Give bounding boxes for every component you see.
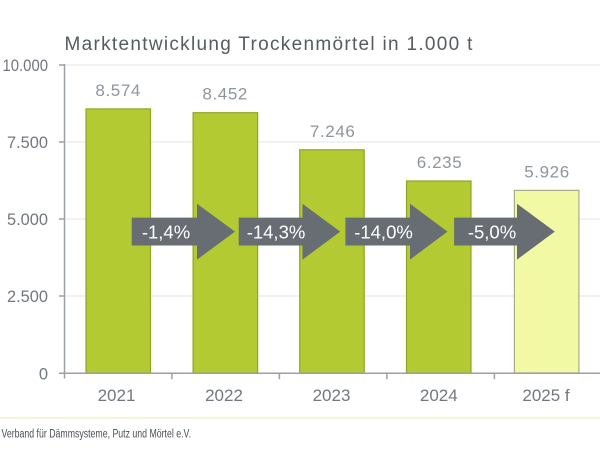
svg-text:2021: 2021 (98, 386, 136, 405)
svg-text:10.000: 10.000 (3, 57, 49, 75)
svg-text:6.235: 6.235 (417, 153, 463, 172)
svg-text:0: 0 (39, 365, 48, 383)
svg-text:5.000: 5.000 (7, 211, 48, 229)
svg-text:5.926: 5.926 (524, 162, 570, 181)
svg-text:8.452: 8.452 (202, 85, 248, 104)
svg-text:2025 f: 2025 f (522, 386, 570, 405)
svg-text:-1,4%: -1,4% (142, 221, 190, 242)
svg-text:7.500: 7.500 (7, 134, 48, 152)
svg-text:2023: 2023 (313, 386, 351, 405)
svg-text:-14,3%: -14,3% (247, 221, 306, 242)
svg-text:Verband für Dämmsysteme, Putz: Verband für Dämmsysteme, Putz und Mörtel… (2, 428, 192, 440)
svg-text:2022: 2022 (205, 386, 243, 405)
svg-text:-5,0%: -5,0% (468, 221, 516, 242)
svg-text:8.574: 8.574 (95, 81, 141, 100)
svg-text:7.246: 7.246 (310, 122, 356, 141)
svg-text:2024: 2024 (420, 386, 458, 405)
svg-text:Marktentwicklung Trockenmörtel: Marktentwicklung Trockenmörtel in 1.000 … (65, 34, 474, 55)
svg-text:2.500: 2.500 (7, 288, 48, 306)
svg-text:-14,0%: -14,0% (354, 221, 413, 242)
